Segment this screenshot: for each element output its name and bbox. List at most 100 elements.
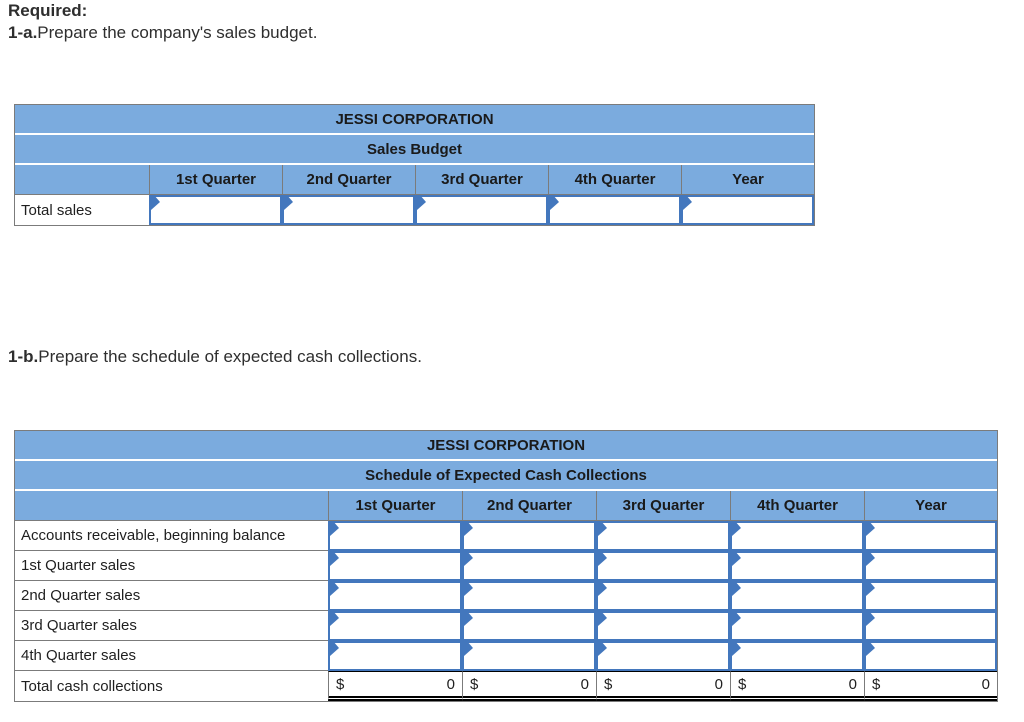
cash-collections-input-row2-q4[interactable] [730, 551, 864, 581]
input-flag-icon [598, 523, 607, 536]
currency-symbol: $ [738, 675, 747, 693]
input-flag-icon [151, 197, 160, 210]
cash-collections-input-row2-year[interactable] [864, 551, 997, 581]
cash-collections-input-row1-q4[interactable] [730, 521, 864, 551]
currency-symbol: $ [470, 675, 479, 693]
cash-collections-input-row1-year[interactable] [864, 521, 997, 551]
cash-collections-input-row5-q1[interactable] [328, 641, 462, 671]
total-sales-input-q3[interactable] [415, 195, 548, 225]
cash-collections-row-label: 2nd Quarter sales [15, 581, 328, 611]
input-flag-icon [330, 613, 339, 626]
input-flag-icon [866, 583, 875, 596]
cash-collections-table: JESSI CORPORATION Schedule of Expected C… [14, 430, 998, 702]
cash-collections-company-title: JESSI CORPORATION [15, 431, 997, 461]
cash-collections-input-row2-q2[interactable] [462, 551, 596, 581]
input-flag-icon [732, 523, 741, 536]
input-flag-icon [598, 553, 607, 566]
cash-collections-input-row1-q3[interactable] [596, 521, 730, 551]
cash-collections-input-row2-q3[interactable] [596, 551, 730, 581]
cash-collections-col-year: Year [864, 491, 997, 521]
input-flag-icon [866, 613, 875, 626]
input-flag-icon [284, 197, 293, 210]
cash-collections-row-label: Accounts receivable, beginning balance [15, 521, 328, 551]
cash-collections-input-row5-q4[interactable] [730, 641, 864, 671]
cash-collections-input-row4-q4[interactable] [730, 611, 864, 641]
input-flag-icon [732, 553, 741, 566]
input-flag-icon [550, 197, 559, 210]
cash-collections-input-row5-year[interactable] [864, 641, 997, 671]
cash-collections-input-row1-q2[interactable] [462, 521, 596, 551]
input-flag-icon [732, 613, 741, 626]
cash-collections-subtitle: Schedule of Expected Cash Collections [15, 461, 997, 491]
cash-collections-input-row3-q3[interactable] [596, 581, 730, 611]
input-flag-icon [464, 613, 473, 626]
total-value: 0 [981, 675, 990, 693]
cash-collections-input-row3-q1[interactable] [328, 581, 462, 611]
sales-budget-table: JESSI CORPORATION Sales Budget 1st Quart… [14, 104, 815, 226]
task-1b-line: 1-b.Prepare the schedule of expected cas… [8, 347, 422, 367]
input-flag-icon [866, 553, 875, 566]
total-sales-row-label: Total sales [15, 195, 149, 225]
total-value: 0 [714, 675, 723, 693]
input-flag-icon [598, 643, 607, 656]
cash-collections-row-label: 4th Quarter sales [15, 641, 328, 671]
total-cash-collections-q2: $ 0 [462, 671, 596, 701]
input-flag-icon [330, 523, 339, 536]
sales-budget-corner-cell [15, 165, 149, 195]
cash-collections-col-1st-quarter: 1st Quarter [328, 491, 462, 521]
input-flag-icon [330, 643, 339, 656]
cash-collections-input-row3-year[interactable] [864, 581, 997, 611]
cash-collections-row-label: 1st Quarter sales [15, 551, 328, 581]
cash-collections-row-label: 3rd Quarter sales [15, 611, 328, 641]
total-cash-collections-q1: $ 0 [328, 671, 462, 701]
cash-collections-input-row2-q1[interactable] [328, 551, 462, 581]
input-flag-icon [464, 643, 473, 656]
total-cash-collections-row-label: Total cash collections [15, 671, 328, 701]
total-value: 0 [446, 675, 455, 693]
cash-collections-input-row4-q1[interactable] [328, 611, 462, 641]
currency-symbol: $ [872, 675, 881, 693]
sales-budget-col-2nd-quarter: 2nd Quarter [282, 165, 415, 195]
task-1b-prefix: 1-b. [8, 347, 39, 366]
input-flag-icon [732, 643, 741, 656]
input-flag-icon [464, 583, 473, 596]
cash-collections-col-3rd-quarter: 3rd Quarter [596, 491, 730, 521]
cash-collections-input-row4-q3[interactable] [596, 611, 730, 641]
total-value: 0 [848, 675, 857, 693]
task-1a-prefix: 1-a. [8, 23, 38, 42]
input-flag-icon [866, 643, 875, 656]
total-sales-input-q4[interactable] [548, 195, 681, 225]
total-cash-collections-q3: $ 0 [596, 671, 730, 701]
sales-budget-col-4th-quarter: 4th Quarter [548, 165, 681, 195]
sales-budget-col-year: Year [681, 165, 814, 195]
cash-collections-corner-cell [15, 491, 328, 521]
total-sales-input-year[interactable] [681, 195, 814, 225]
cash-collections-col-2nd-quarter: 2nd Quarter [462, 491, 596, 521]
input-flag-icon [417, 197, 426, 210]
cash-collections-col-4th-quarter: 4th Quarter [730, 491, 864, 521]
total-cash-collections-q4: $ 0 [730, 671, 864, 701]
input-flag-icon [732, 583, 741, 596]
task-1a-line: 1-a.Prepare the company's sales budget. [8, 23, 317, 43]
sales-budget-subtitle: Sales Budget [15, 135, 814, 165]
input-flag-icon [464, 523, 473, 536]
task-1b-text: Prepare the schedule of expected cash co… [38, 347, 422, 366]
cash-collections-input-row4-year[interactable] [864, 611, 997, 641]
cash-collections-input-row3-q4[interactable] [730, 581, 864, 611]
total-sales-input-q1[interactable] [149, 195, 282, 225]
cash-collections-input-row3-q2[interactable] [462, 581, 596, 611]
required-heading: Required: [8, 1, 88, 20]
input-flag-icon [330, 583, 339, 596]
cash-collections-input-row4-q2[interactable] [462, 611, 596, 641]
currency-symbol: $ [336, 675, 345, 693]
total-sales-input-q2[interactable] [282, 195, 415, 225]
total-cash-collections-year: $ 0 [864, 671, 997, 701]
input-flag-icon [330, 553, 339, 566]
cash-collections-input-row5-q3[interactable] [596, 641, 730, 671]
task-1a-text: Prepare the company's sales budget. [37, 23, 318, 42]
sales-budget-col-3rd-quarter: 3rd Quarter [415, 165, 548, 195]
input-flag-icon [866, 523, 875, 536]
total-value: 0 [580, 675, 589, 693]
cash-collections-input-row5-q2[interactable] [462, 641, 596, 671]
cash-collections-input-row1-q1[interactable] [328, 521, 462, 551]
